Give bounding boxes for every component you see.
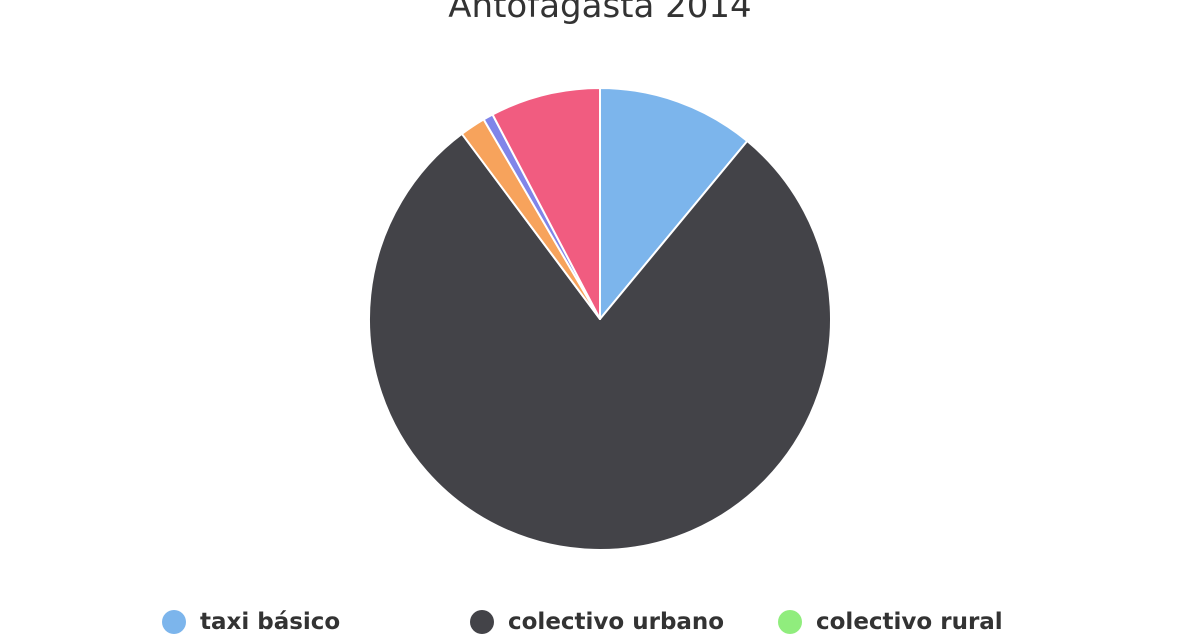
pie-slice-taxi-basico[interactable] bbox=[599, 87, 749, 320]
legend-swatch-colectivo-urbano bbox=[470, 610, 494, 634]
legend: taxi básico colectivo urbano colectivo r… bbox=[0, 604, 1200, 640]
legend-item-taxi-basico[interactable]: taxi básico bbox=[162, 604, 340, 640]
legend-label-colectivo-rural: colectivo rural bbox=[816, 609, 1003, 635]
pie-slices bbox=[368, 87, 832, 551]
legend-swatch-colectivo-rural bbox=[778, 610, 802, 634]
legend-item-colectivo-rural[interactable]: colectivo rural bbox=[778, 604, 1003, 640]
legend-label-taxi-basico: taxi básico bbox=[200, 609, 341, 635]
legend-swatch-taxi-basico bbox=[162, 610, 186, 634]
legend-item-colectivo-urbano[interactable]: colectivo urbano bbox=[470, 604, 724, 640]
pie-slice-colectivo-urbano[interactable] bbox=[368, 132, 832, 551]
chart-title: Antofagasta 2014 bbox=[448, 0, 752, 26]
pie-slice-slice-6[interactable] bbox=[491, 87, 601, 320]
pie-chart bbox=[368, 87, 832, 551]
legend-label-colectivo-urbano: colectivo urbano bbox=[508, 609, 725, 635]
